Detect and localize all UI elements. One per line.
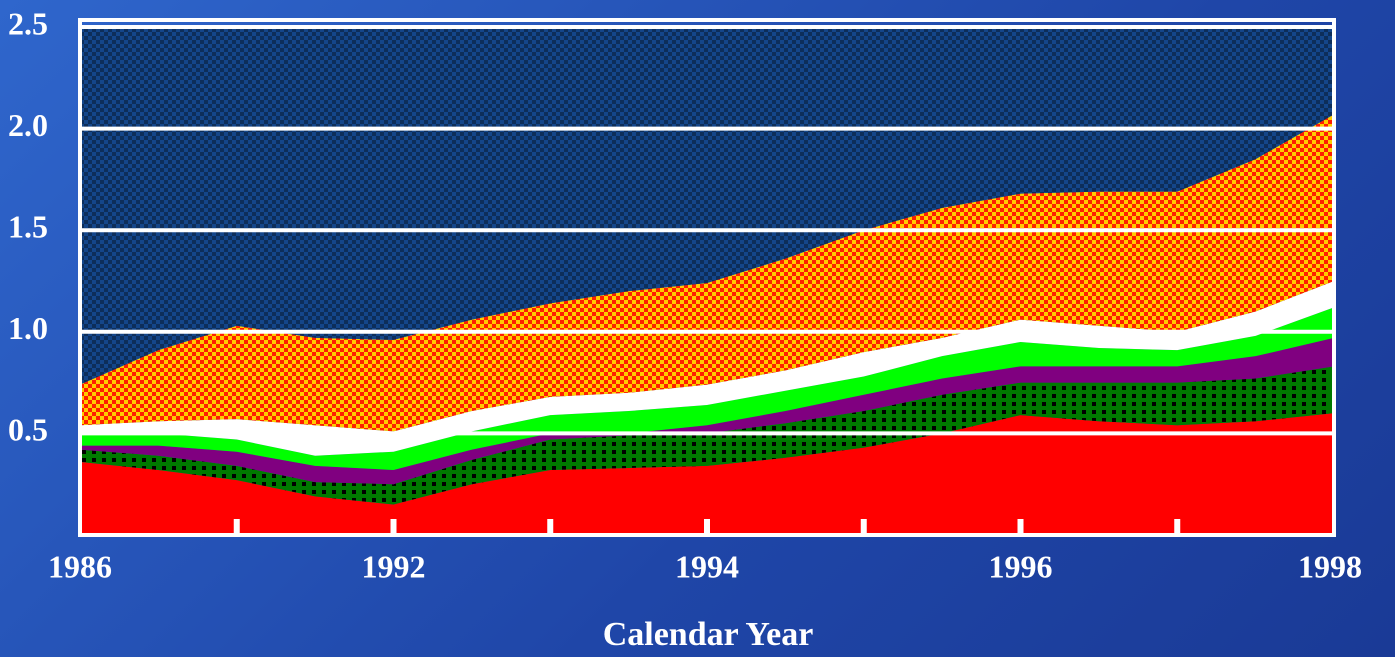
y-tick-label: 1.5 [8,209,48,245]
y-tick-label: 1.0 [8,310,48,346]
area [80,281,1334,456]
x-tick-label: 1992 [362,548,426,584]
area-texture [80,27,1334,385]
x-tick-label: 1998 [1298,548,1362,584]
y-tick-label: 0.5 [8,412,48,448]
x-tick-label: 1994 [675,548,739,584]
area [80,337,1334,485]
x-tick-label: 1986 [48,548,112,584]
area-texture [80,366,1334,505]
y-tick-label: 2.5 [8,5,48,41]
y-tick-label: 2.0 [8,107,48,143]
plot-area [80,27,1334,535]
area [80,307,1334,470]
x-tick-label: 1996 [989,548,1053,584]
x-axis-label: Calendar Year [603,616,814,653]
